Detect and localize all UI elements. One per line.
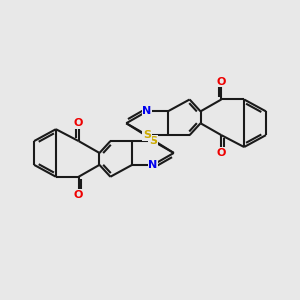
Text: O: O xyxy=(217,148,226,158)
Text: S: S xyxy=(143,130,151,140)
Text: S: S xyxy=(149,136,157,146)
Text: O: O xyxy=(74,190,83,200)
Text: N: N xyxy=(142,106,152,116)
Text: O: O xyxy=(217,76,226,87)
Text: O: O xyxy=(74,118,83,128)
Text: N: N xyxy=(148,160,158,170)
